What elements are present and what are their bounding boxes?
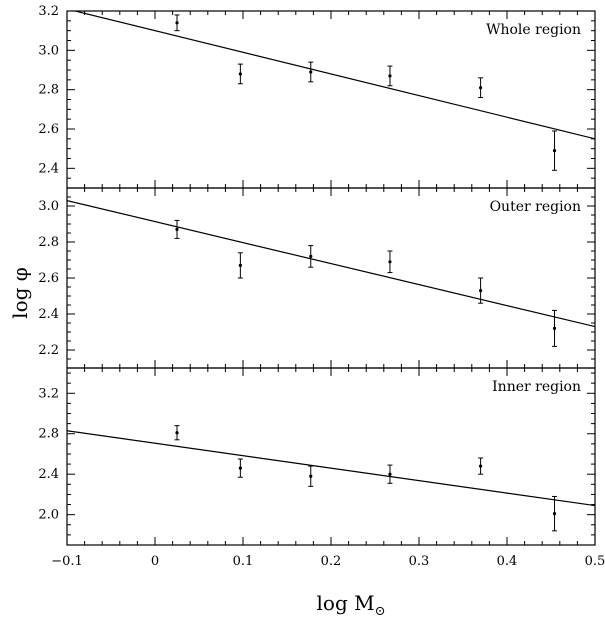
y-axis-title: log φ [8, 267, 32, 319]
panel-frame [66, 187, 596, 369]
x-tick-label: 0 [151, 554, 159, 569]
fit-line [67, 200, 595, 328]
x-tick-label: 0.3 [409, 554, 430, 569]
fit-line [67, 430, 595, 507]
x-axis-title-text: log M [317, 591, 375, 615]
y-tick-label: 3.0 [38, 43, 59, 58]
panel-label: Outer region [490, 199, 581, 215]
data-point [238, 263, 242, 267]
data-point [309, 70, 313, 74]
data-point [552, 512, 557, 516]
y-tick-label: 2.8 [38, 83, 59, 98]
data-point [238, 72, 242, 76]
x-tick-label: 0.5 [585, 554, 605, 569]
y-tick-label: 3.2 [38, 4, 59, 19]
y-tick-label: 2.4 [38, 467, 59, 482]
data-point [238, 466, 242, 470]
panel-3: 2.0 2.4 2.8 3.2 Inner region −0.1 0 0.1 0.2 0.3 0.… [38, 367, 605, 569]
panel-2: 2.2 2.4 2.6 2.8 3.0 Outer region [38, 187, 596, 369]
y-tick-label: 3.2 [38, 386, 59, 401]
fit-line [72, 11, 595, 140]
data-point [309, 254, 313, 258]
x-axis-title: log M⊙ [317, 591, 386, 619]
x-tick-label: 0.4 [497, 554, 518, 569]
data-point [388, 472, 392, 476]
data-point [479, 86, 483, 90]
data-point [552, 326, 557, 330]
y-tick-label: 2.2 [38, 343, 59, 358]
x-tick-label: 0.2 [321, 554, 342, 569]
y-tick-label: 2.4 [38, 307, 59, 322]
data-point [309, 474, 313, 478]
data-point [388, 74, 392, 78]
data-point [552, 149, 557, 153]
y-tick-label: 3.0 [38, 199, 59, 214]
chart-panels: 2.4 2.6 2.8 3.0 3.2 Whole region 2.2 2.4 2.6 2.8 3… [38, 4, 605, 569]
y-tick-label: 2.8 [38, 235, 59, 250]
y-tick-label: 2.4 [38, 161, 59, 176]
y-tick-label: 2.6 [38, 271, 59, 286]
x-tick-label: 0.1 [233, 554, 254, 569]
data-point [479, 464, 483, 468]
y-tick-label: 2.6 [38, 122, 59, 137]
data-point [175, 227, 179, 231]
y-tick-label: 2.0 [38, 508, 59, 523]
panel-label: Inner region [492, 379, 581, 395]
panel-1: 2.4 2.6 2.8 3.0 3.2 Whole region [38, 4, 596, 189]
data-point [479, 289, 483, 293]
y-tick-label: 2.8 [38, 427, 59, 442]
x-tick-label: −0.1 [51, 554, 83, 569]
panel-label: Whole region [486, 22, 581, 38]
data-point [175, 431, 179, 435]
x-axis-title-subscript: ⊙ [375, 604, 386, 619]
data-point [175, 21, 179, 25]
data-point [388, 260, 392, 264]
